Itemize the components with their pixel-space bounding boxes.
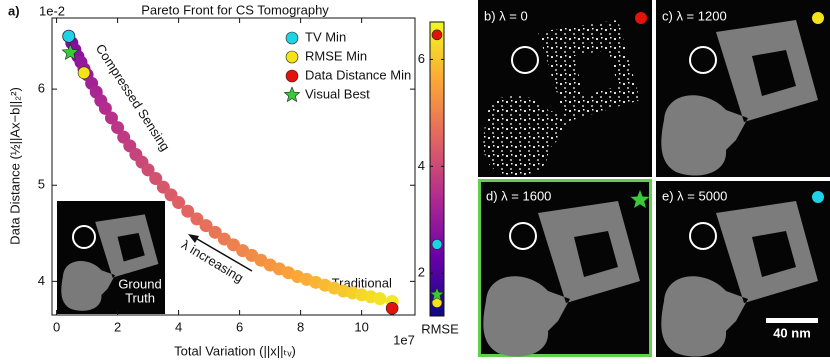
point bbox=[104, 111, 118, 125]
point bbox=[149, 172, 163, 186]
highlight-point bbox=[385, 301, 399, 315]
colorbar-marker bbox=[431, 239, 443, 250]
legend-label: TV Min bbox=[305, 29, 346, 44]
x-tick-label: 8 bbox=[297, 319, 304, 334]
inset-label: Ground bbox=[118, 276, 161, 291]
panel-label: c) λ = 1200 bbox=[662, 8, 727, 23]
point bbox=[199, 219, 213, 233]
legend-label: RMSE Min bbox=[305, 48, 367, 63]
plot-frame bbox=[51, 17, 416, 316]
colorbar bbox=[429, 21, 445, 317]
circle bbox=[689, 46, 717, 74]
x-tick-label: 2 bbox=[114, 319, 121, 334]
x-axis-label: Total Variation (||x||ₜᵥ) bbox=[174, 343, 296, 358]
y-tick-label: 4 bbox=[38, 273, 45, 288]
legend-marker bbox=[285, 50, 299, 64]
inset: Ground Truth bbox=[57, 201, 165, 314]
panel-marker bbox=[812, 191, 824, 203]
circle bbox=[511, 46, 539, 74]
highlight-point bbox=[62, 29, 76, 43]
legend-label: Visual Best bbox=[305, 86, 370, 101]
circle bbox=[509, 222, 537, 250]
panel-e: e) λ = 5000 40 nm bbox=[656, 181, 830, 357]
arrow bbox=[191, 235, 253, 272]
point bbox=[98, 101, 112, 115]
x-tick-label: 10 bbox=[354, 319, 368, 334]
point bbox=[111, 121, 125, 135]
panel-marker bbox=[635, 12, 647, 24]
colorbar-label: RMSE bbox=[421, 321, 459, 336]
y-multiplier: 1e-2 bbox=[39, 3, 65, 18]
panel-label: d) λ = 1600 bbox=[486, 188, 551, 203]
x-tick-label: 4 bbox=[175, 319, 182, 334]
chart-title: Pareto Front for CS Tomography bbox=[141, 2, 329, 17]
y-tick-label: 5 bbox=[38, 177, 45, 192]
point bbox=[181, 204, 195, 218]
colorbar-tick-label: 6 bbox=[418, 51, 425, 66]
panel-d: d) λ = 1600 bbox=[478, 179, 652, 357]
scale-bar bbox=[766, 318, 818, 323]
y-tick-label: 6 bbox=[38, 81, 45, 96]
circle bbox=[689, 222, 717, 250]
x-multiplier: 1e7 bbox=[393, 332, 415, 347]
panel-b: b) λ = 0 bbox=[478, 0, 652, 177]
highlight-point bbox=[77, 66, 91, 80]
arrow-head bbox=[188, 234, 199, 243]
colorbar-tick-label: 2 bbox=[418, 265, 425, 280]
inset-label: Truth bbox=[125, 290, 155, 305]
point bbox=[373, 292, 387, 306]
legend-label: Data Distance Min bbox=[305, 67, 411, 82]
panel-label: a) bbox=[8, 3, 20, 18]
point bbox=[190, 212, 204, 226]
legend-marker bbox=[285, 31, 299, 45]
panel-c: c) λ = 1200 bbox=[656, 0, 830, 177]
x-tick-label: 0 bbox=[53, 319, 60, 334]
highlight-point bbox=[61, 43, 80, 61]
point bbox=[172, 196, 186, 210]
inset-circle bbox=[72, 225, 96, 249]
point bbox=[141, 163, 155, 177]
panel-marker bbox=[812, 12, 824, 24]
panel-label: e) λ = 5000 bbox=[662, 188, 727, 203]
panel-label: b) λ = 0 bbox=[484, 8, 528, 23]
scale-bar-label: 40 nm bbox=[773, 325, 811, 340]
x-tick-label: 6 bbox=[236, 319, 243, 334]
panel-marker bbox=[630, 190, 650, 208]
colorbar-tick-label: 4 bbox=[418, 158, 425, 173]
colorbar-marker bbox=[431, 29, 443, 41]
legend-marker bbox=[285, 69, 299, 83]
y-axis-label: Data Distance (½||Ax−b||₂²) bbox=[7, 87, 22, 245]
legend-marker bbox=[283, 86, 301, 103]
point bbox=[208, 225, 222, 239]
colorbar-marker bbox=[429, 286, 445, 301]
